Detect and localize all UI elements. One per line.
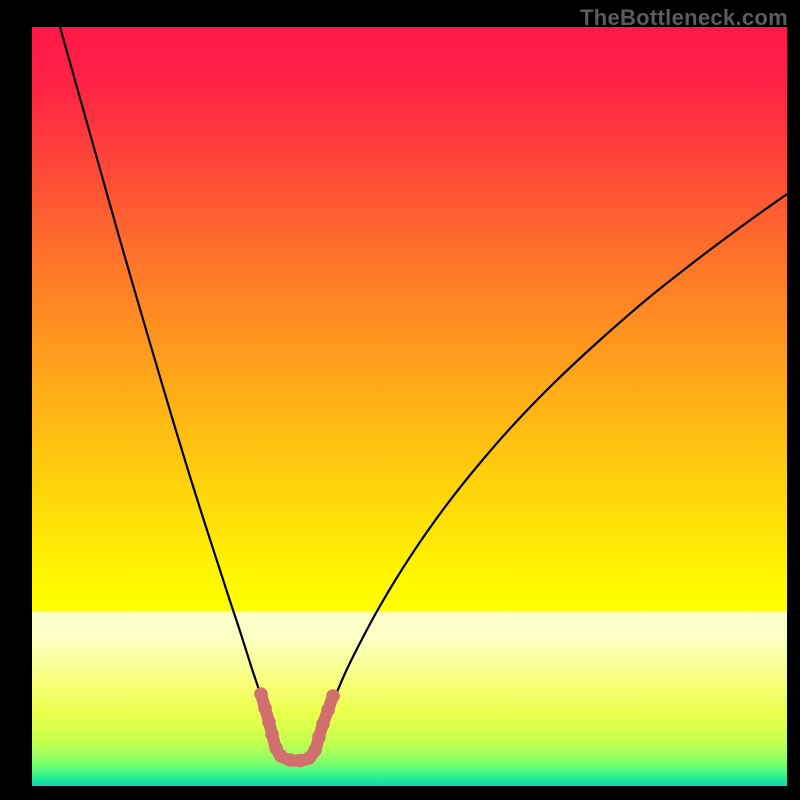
bottom-marker-dot [312, 730, 326, 744]
bottom-marker-dot [254, 687, 268, 701]
bottom-marker-dot [321, 703, 335, 717]
curve-left-branch [60, 27, 277, 753]
bottom-marker-dot [262, 715, 276, 729]
bottom-marker-dot [316, 717, 330, 731]
curve-svg [32, 27, 787, 786]
bottom-marker-dot [258, 701, 272, 715]
bottom-marker-dot [308, 743, 322, 757]
plot-area [32, 27, 787, 786]
curve-right-branch [314, 194, 787, 753]
attribution-label: TheBottleneck.com [580, 5, 788, 31]
chart-container: TheBottleneck.com [0, 0, 800, 800]
bottom-marker-dot [326, 689, 340, 703]
bottom-marker-dot [265, 727, 279, 741]
